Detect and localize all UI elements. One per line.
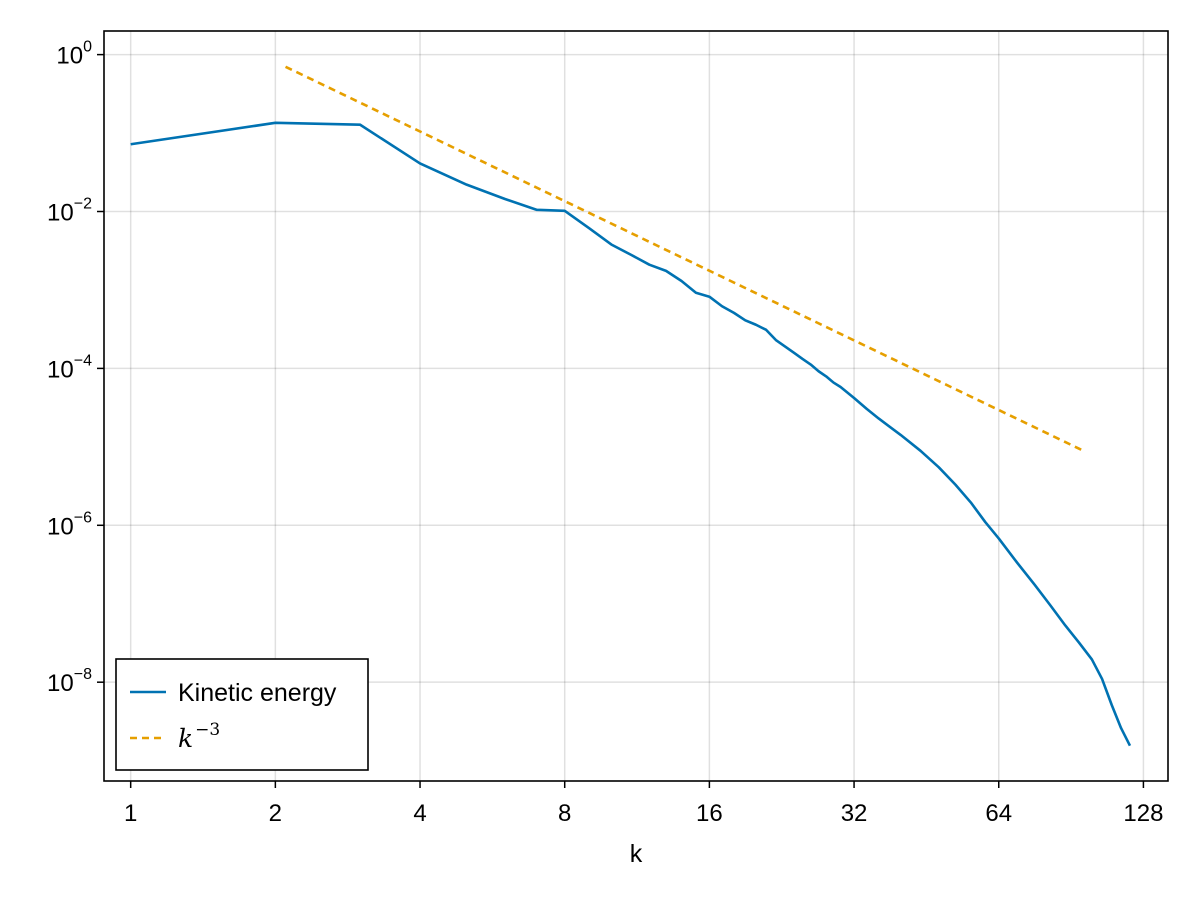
- series-line-k-power-law: [284, 65, 1082, 451]
- y-axis-ticks: 100 10−2 10−4 10−6 10−8: [47, 39, 104, 697]
- y-tick-label: 100: [56, 39, 92, 70]
- legend-box: [115, 658, 369, 771]
- y-tick-label: 10−8: [47, 666, 92, 697]
- legend-label-k-power-law: k −3: [178, 720, 220, 753]
- legend-math-exponent: −3: [195, 720, 220, 740]
- x-axis-ticks: 1 2 4 8 16 32 64 128: [124, 781, 1163, 827]
- x-tick-label: 1: [124, 800, 137, 827]
- legend: Kinetic energy k −3: [115, 658, 369, 771]
- legend-math-base: k: [178, 724, 193, 753]
- x-tick-label: 8: [558, 800, 571, 827]
- x-tick-label: 64: [985, 800, 1012, 827]
- x-tick-label: 2: [269, 800, 282, 827]
- grid-lines: [104, 31, 1168, 781]
- series-line-kinetic-energy: [130, 121, 1132, 747]
- plot-frame: [103, 30, 1169, 782]
- y-tick-label: 10−4: [47, 352, 92, 383]
- legend-label-kinetic-energy: Kinetic energy: [178, 679, 337, 707]
- x-tick-label: 4: [413, 800, 426, 827]
- x-axis-label: k: [630, 840, 643, 868]
- series-layer: [130, 65, 1132, 747]
- x-tick-label: 128: [1123, 800, 1163, 827]
- y-tick-label: 10−2: [47, 196, 92, 227]
- x-tick-label: 16: [696, 800, 723, 827]
- x-tick-label: 32: [841, 800, 868, 827]
- y-tick-label: 10−6: [47, 509, 92, 540]
